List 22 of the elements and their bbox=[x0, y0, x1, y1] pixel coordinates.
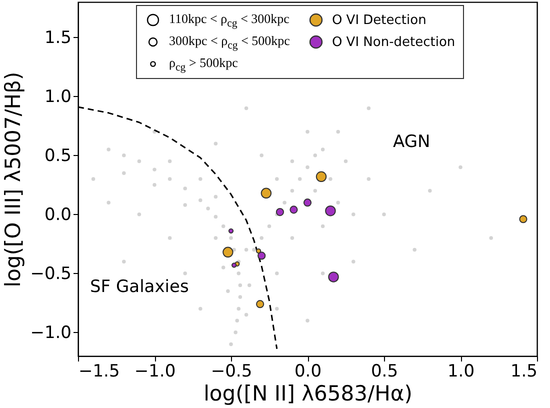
y-tick-label: 0.5 bbox=[44, 146, 72, 166]
legend-label: 300kpc < ρ$_{cg}$ < 500kpc bbox=[169, 32, 290, 52]
y-tick-label: −0.5 bbox=[30, 264, 72, 284]
legend-label: O VI Non-detection bbox=[332, 34, 456, 50]
x-tick-label: −1.0 bbox=[134, 362, 176, 382]
x-tick-label: 1.5 bbox=[510, 362, 538, 382]
x-tick-label: −1.5 bbox=[78, 362, 120, 382]
y-tick-label: 0.0 bbox=[44, 204, 72, 225]
x-tick-label: 1.0 bbox=[447, 362, 475, 382]
annotation: AGN bbox=[393, 132, 430, 152]
legend-label: ρ$_{cg}$ > 500kpc bbox=[169, 54, 238, 74]
x-tick-label: 0.0 bbox=[294, 362, 322, 382]
legend-label: O VI Detection bbox=[332, 12, 426, 28]
y-tick-label: −1.0 bbox=[30, 322, 72, 343]
x-tick-label: −0.5 bbox=[210, 362, 252, 382]
x-tick-label: 0.5 bbox=[370, 362, 398, 382]
y-axis-title: log([O III] λ5007/Hβ) bbox=[1, 72, 26, 288]
y-tick-label: 1.0 bbox=[44, 86, 72, 107]
annotation: SF Galaxies bbox=[90, 277, 189, 297]
x-axis-title: log([N II] λ6583/Hα) bbox=[204, 382, 412, 406]
y-tick-label: 1.5 bbox=[44, 28, 72, 48]
legend-label: 110kpc < ρ$_{cg}$ < 300kpc bbox=[169, 10, 290, 30]
